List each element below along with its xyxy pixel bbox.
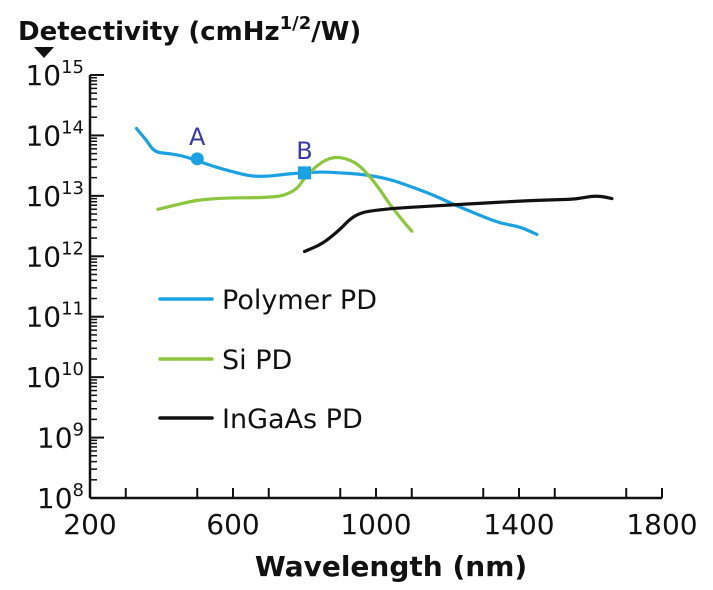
legend-label: InGaAs PD	[222, 404, 363, 435]
y-tick-label: 108	[37, 480, 84, 515]
y-axis-title-sup: 1/2	[280, 13, 312, 34]
y-axis-arrow-icon	[34, 47, 54, 58]
y-tick-label: 1012	[25, 238, 84, 273]
y-tick-label: 1015	[25, 57, 84, 92]
marker-b-label: B	[296, 137, 312, 165]
y-tick-label: 1013	[25, 178, 84, 213]
y-axis-title-main: Detectivity (cmHz	[18, 17, 280, 47]
series-line-si-pd	[156, 155, 414, 233]
legend: Polymer PD Si PD InGaAs PD	[158, 285, 377, 435]
x-tick-label: 200	[63, 508, 116, 541]
x-ticks: 200 600 1000 1400 1800	[63, 488, 698, 541]
y-axis-title-end: /W)	[311, 17, 361, 47]
series-line-ingaas-pd	[302, 194, 614, 254]
y-ticks: 1015 1014 1013 1012 1011 1010 109 108	[25, 57, 104, 515]
series-lines	[134, 126, 614, 254]
x-axis-title: Wavelength (nm)	[255, 550, 527, 583]
legend-label: Polymer PD	[222, 285, 377, 316]
y-axis-title: Detectivity (cmHz1/2/W)	[18, 13, 361, 47]
y-tick-label: 1014	[25, 117, 84, 152]
x-tick-label: 1000	[340, 508, 411, 541]
x-tick-label: 1800	[626, 508, 697, 541]
marker-a-circle	[190, 152, 204, 166]
marker-b-square	[298, 166, 311, 180]
x-tick-label: 600	[206, 508, 259, 541]
y-tick-label: 1011	[25, 299, 84, 334]
y-tick-label: 1010	[25, 359, 84, 394]
x-tick-label: 1400	[483, 508, 554, 541]
point-markers: AB	[189, 123, 313, 180]
series-line-polymer-pd	[134, 126, 539, 236]
y-tick-label: 109	[37, 420, 84, 455]
legend-label: Si PD	[222, 345, 292, 376]
marker-a-label: A	[189, 123, 206, 151]
